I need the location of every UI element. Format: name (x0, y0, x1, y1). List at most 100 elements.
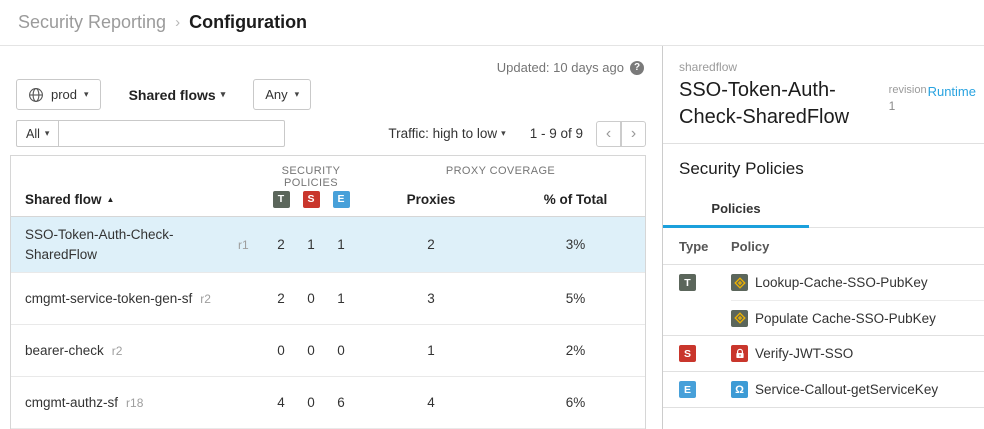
pct-of-total: 5% (565, 291, 586, 307)
caret-down-icon: ▾ (220, 89, 226, 99)
detail-panel: sharedflow SSO-Token-Auth-Check-SharedFl… (662, 46, 984, 429)
policy-row: Populate Cache-SSO-PubKey (731, 300, 984, 335)
column-header-traffic-badge[interactable]: T (272, 190, 290, 208)
policy-table-header: Type Policy (663, 228, 984, 266)
environment-dropdown[interactable]: prod ▾ (16, 79, 101, 110)
runtime-link[interactable]: Runtime (927, 84, 976, 99)
search-scope-dropdown[interactable]: All ▾ (16, 120, 60, 147)
detail-type-label: sharedflow (679, 60, 738, 74)
caret-down-icon: ▾ (294, 89, 300, 99)
group-header-security-policies: SECURITY POLICIES (281, 165, 341, 189)
traffic-policy-count: 4 (277, 395, 285, 411)
extension-policy-count: 6 (337, 395, 345, 411)
pagination-controls: ‹ › (596, 120, 646, 147)
revision-value: 1 (888, 99, 896, 113)
shared-flow-name: bearer-check (25, 342, 104, 358)
scope-dropdown[interactable]: Shared flows ▾ (129, 87, 226, 103)
next-page-button[interactable]: › (621, 120, 646, 147)
caret-down-icon: ▾ (44, 128, 50, 138)
caret-down-icon: ▾ (84, 89, 89, 99)
breadcrumb: Security Reporting › Configuration (0, 0, 984, 46)
pct-of-total: 3% (565, 237, 586, 253)
security-policy-count: 0 (307, 291, 315, 307)
policy-group-security: S Verify-JWT-SSO (663, 336, 984, 373)
table-row[interactable]: cmgmt-service-token-gen-sf r2 2 0 1 3 5% (11, 273, 645, 326)
group-header-proxy-coverage: PROXY COVERAGE (445, 165, 556, 177)
shared-flow-revision: r18 (126, 395, 144, 410)
tab-policies[interactable]: Policies (663, 196, 809, 229)
shared-flows-panel: Updated: 10 days ago ? prod ▾ Shared flo… (0, 46, 662, 429)
security-policy-count: 1 (307, 237, 315, 253)
column-header-pct-of-total[interactable]: % of Total (543, 191, 608, 207)
table-row[interactable]: cmgmt-authz-sf r18 4 0 6 4 6% (11, 377, 645, 429)
breadcrumb-separator-icon: › (175, 14, 181, 31)
shared-flow-revision: r2 (200, 291, 211, 306)
security-policy-count: 0 (307, 395, 315, 411)
column-header-policy: Policy (731, 238, 770, 254)
sort-ascending-icon: ▲ (106, 194, 115, 204)
extension-policy-count: 1 (337, 237, 345, 253)
policy-group-traffic: T Lookup-Cache-SSO-PubKey (663, 265, 984, 337)
pagination-range: 1 - 9 of 9 (529, 126, 583, 141)
policy-row: Verify-JWT-SSO (731, 336, 984, 371)
help-icon[interactable]: ? (630, 60, 644, 75)
security-type-badge: S (679, 345, 696, 363)
breadcrumb-parent-link[interactable]: Security Reporting (18, 12, 167, 32)
revision-block: revision 1 Runtime (889, 84, 976, 130)
table-row[interactable]: SSO-Token-Auth-Check-SharedFlow r1 2 1 1… (11, 217, 645, 274)
environment-label: prod (51, 87, 78, 102)
security-policies-heading: Security Policies (679, 159, 804, 179)
column-header-shared-flow[interactable]: Shared flow ▲ (25, 191, 115, 207)
cache-icon (731, 274, 748, 292)
proxies-count: 2 (427, 237, 435, 253)
shared-flow-name: SSO-Token-Auth-Check-SharedFlow (25, 227, 174, 262)
shared-flow-revision: r1 (238, 237, 249, 252)
shared-flow-name: cmgmt-service-token-gen-sf (25, 290, 193, 306)
pct-of-total: 2% (565, 343, 586, 359)
prev-page-button[interactable]: ‹ (596, 120, 621, 147)
policy-row: Ω Service-Callout-getServiceKey (731, 372, 984, 407)
policy-name: Lookup-Cache-SSO-PubKey (755, 275, 928, 291)
caret-down-icon: ▾ (501, 128, 506, 138)
filter-any-dropdown[interactable]: Any ▾ (253, 79, 312, 110)
traffic-policy-count: 0 (277, 343, 285, 359)
traffic-policy-count: 2 (277, 237, 285, 253)
page-title: Configuration (189, 12, 308, 32)
updated-timestamp: Updated: 10 days ago (496, 60, 624, 75)
detail-title: SSO-Token-Auth-Check-SharedFlow (679, 79, 850, 128)
column-header-security-badge[interactable]: S (302, 190, 320, 208)
chevron-left-icon: ‹ (605, 124, 612, 142)
scope-label: Shared flows (128, 86, 216, 103)
policy-name: Verify-JWT-SSO (755, 346, 854, 362)
policy-name: Service-Callout-getServiceKey (755, 382, 939, 398)
chevron-right-icon: › (630, 124, 637, 142)
traffic-sort-dropdown[interactable]: Traffic: high to low ▾ (388, 126, 505, 141)
traffic-sort-label: Traffic: high to low (388, 126, 498, 141)
proxies-count: 4 (427, 395, 435, 411)
policy-row: Lookup-Cache-SSO-PubKey (731, 265, 984, 300)
security-policy-count: 0 (307, 343, 315, 359)
shared-flow-name: cmgmt-authz-sf (25, 394, 119, 410)
lock-icon (731, 345, 748, 363)
service-callout-icon: Ω (731, 381, 748, 399)
traffic-policy-count: 2 (277, 291, 285, 307)
globe-icon (29, 87, 43, 102)
extension-type-badge: E (679, 381, 696, 399)
shared-flow-revision: r2 (111, 343, 123, 358)
proxies-count: 1 (427, 343, 435, 359)
policy-group-extension: E Ω Service-Callout-getServiceKey (663, 372, 984, 409)
column-header-proxies[interactable]: Proxies (406, 191, 456, 207)
pct-of-total: 6% (565, 395, 586, 411)
shared-flows-table: SECURITY POLICIES PROXY COVERAGE Shared … (10, 155, 646, 429)
filter-any-label: Any (265, 87, 288, 102)
policy-name: Populate Cache-SSO-PubKey (755, 310, 936, 326)
column-header-extension-badge[interactable]: E (332, 190, 350, 208)
revision-label: revision (888, 84, 927, 96)
proxies-count: 3 (427, 291, 435, 307)
search-input[interactable] (59, 120, 286, 147)
table-row[interactable]: bearer-check r2 0 0 0 1 2% (11, 325, 645, 378)
extension-policy-count: 1 (337, 291, 345, 307)
search-scope-label: All (26, 126, 40, 141)
column-header-type: Type (679, 238, 709, 254)
traffic-type-badge: T (679, 274, 696, 292)
